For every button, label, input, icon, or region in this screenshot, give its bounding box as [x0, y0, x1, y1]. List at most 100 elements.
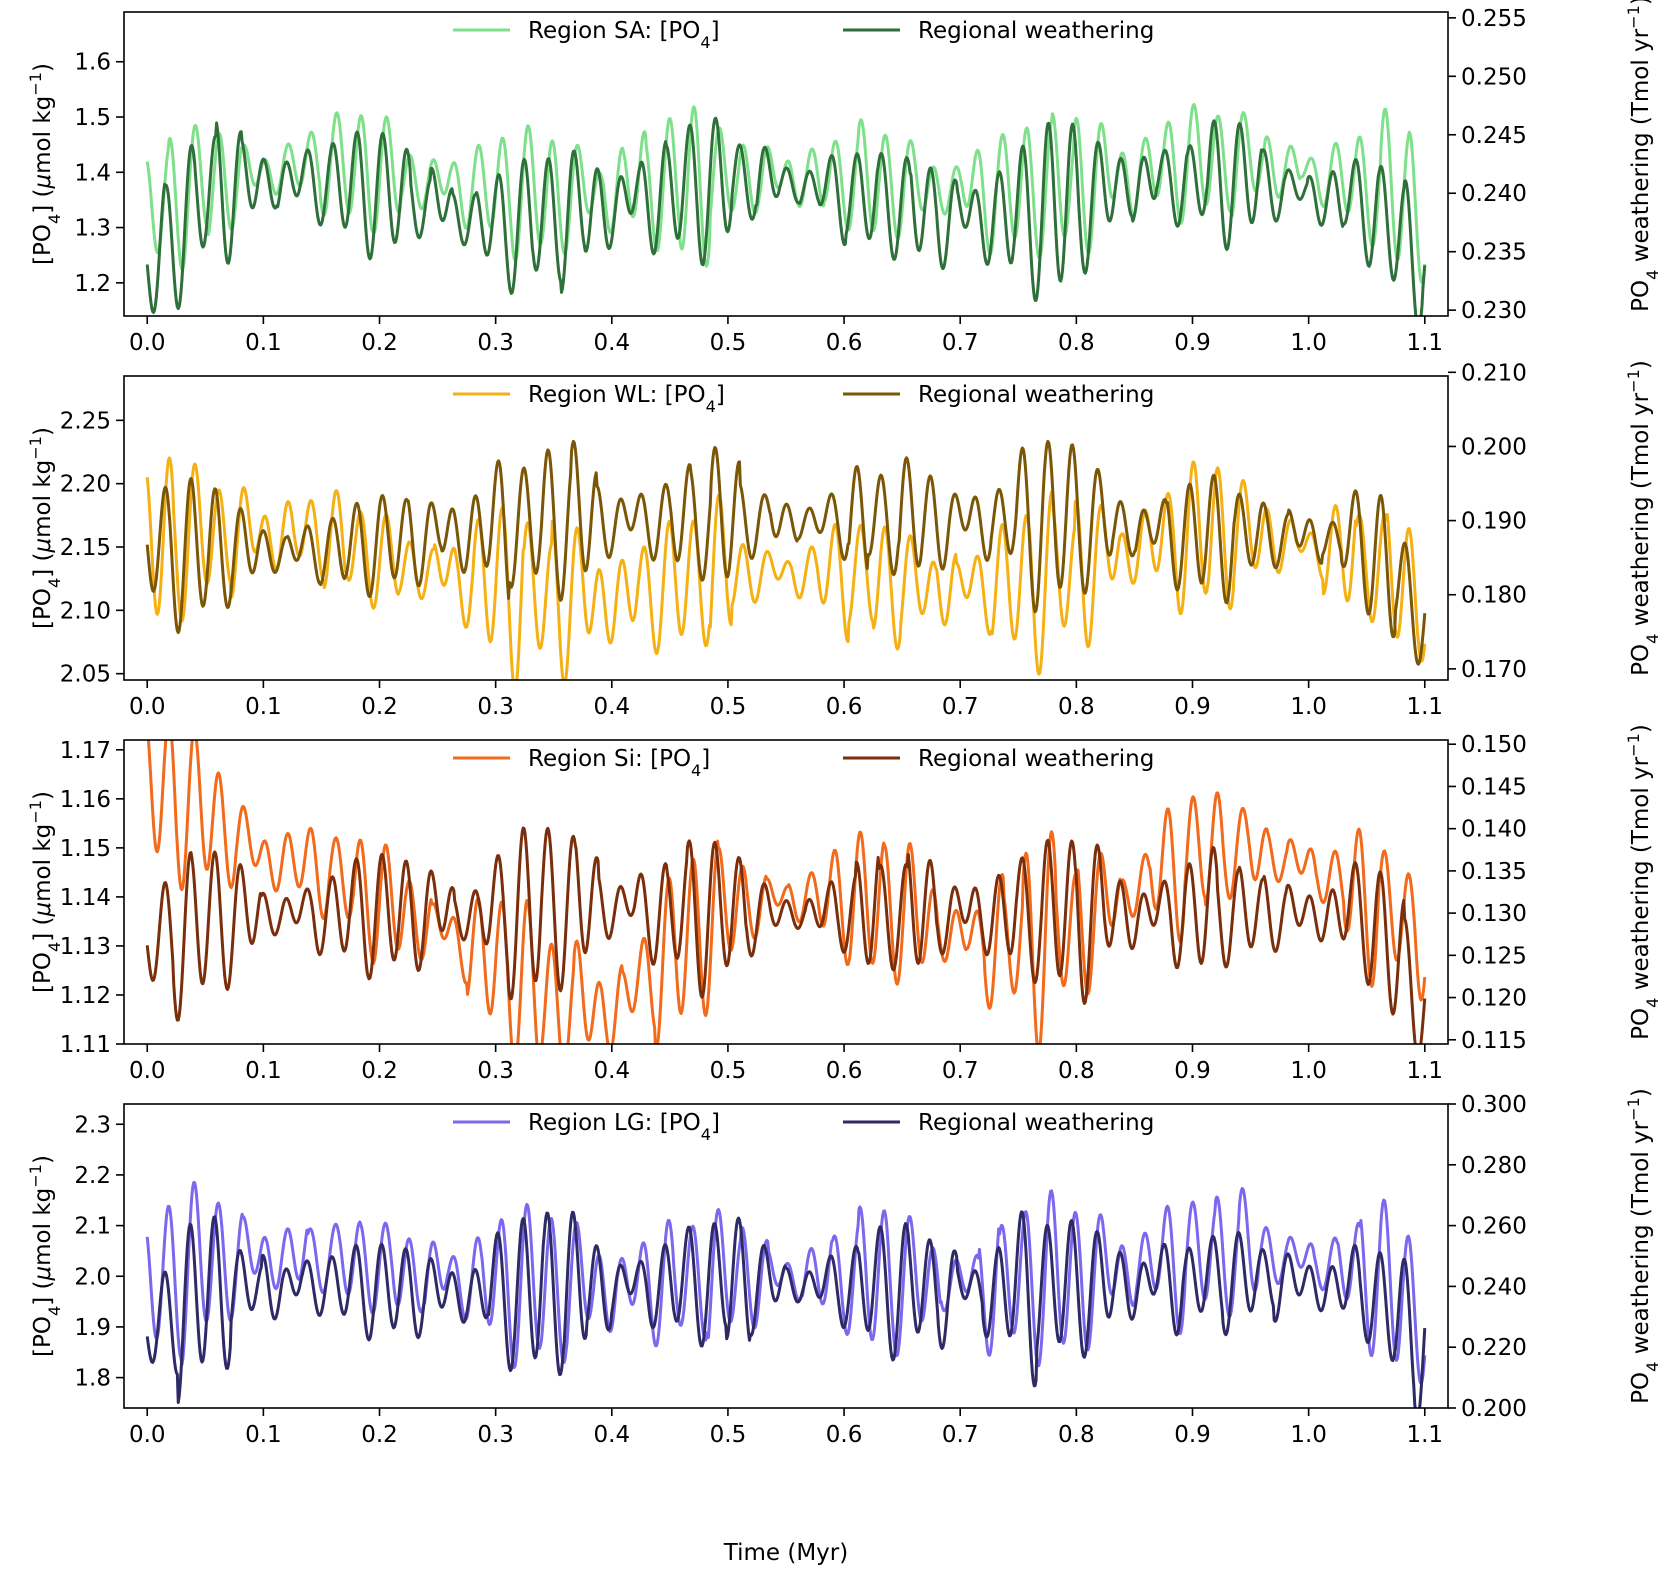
x-tick-label: 0.6	[826, 1058, 863, 1084]
left-y-tick-label: 1.14	[60, 885, 111, 911]
left-y-tick-label: 2.1	[74, 1214, 111, 1240]
right-y-tick-label: 0.260	[1461, 1214, 1527, 1240]
x-tick-label: 0.3	[477, 694, 514, 720]
legend-label-weathering: Regional weathering	[918, 1110, 1154, 1136]
x-tick-label: 0.1	[245, 1058, 282, 1084]
right-y-tick-label: 0.200	[1461, 1396, 1527, 1422]
x-tick-label: 0.3	[477, 1058, 514, 1084]
series-line-Si-po4	[146, 740, 1427, 1044]
x-tick-label: 1.0	[1290, 330, 1327, 356]
right-y-axis-label: PO4 weathering (Tmol yr−1)	[1624, 1088, 1661, 1404]
series-line-SA-weathering	[145, 116, 1427, 316]
left-y-tick-label: 1.6	[74, 50, 111, 76]
x-tick-label: 0.5	[710, 330, 747, 356]
series-line-SA-po4	[145, 103, 1427, 284]
x-tick-label: 0.7	[942, 694, 979, 720]
x-tick-label: 0.1	[245, 1422, 282, 1448]
x-tick-label: 0.4	[594, 694, 631, 720]
x-tick-label: 0.6	[826, 694, 863, 720]
x-tick-label: 0.5	[710, 1422, 747, 1448]
x-axis-label: Time (Myr)	[723, 1540, 848, 1566]
right-y-tick-label: 0.145	[1461, 774, 1527, 800]
right-y-axis-label: PO4 weathering (Tmol yr−1)	[1624, 0, 1661, 312]
x-tick-label: 0.2	[361, 1422, 398, 1448]
x-tick-label: 1.0	[1290, 694, 1327, 720]
right-y-tick-label: 0.125	[1461, 943, 1527, 969]
left-y-axis-label: [PO4] (μmol kg−1)	[26, 791, 64, 993]
right-y-tick-label: 0.200	[1461, 434, 1527, 460]
plot-frame-Si	[123, 739, 1449, 1045]
left-y-tick-label: 2.10	[60, 598, 111, 624]
x-tick-label: 1.1	[1406, 1422, 1443, 1448]
legend-label-po4: Region LG: [PO4]	[528, 1110, 720, 1144]
series-line-WL-po4	[145, 456, 1427, 680]
panel-WL: 0.0 0.1 0.2 0.3 0.4 0.5 0.6 0.7 0.8 0.9 1.0 1.1 2.05…	[26, 360, 1661, 720]
x-tick-label: 1.0	[1290, 1422, 1327, 1448]
right-y-tick-label: 0.150	[1461, 732, 1527, 758]
x-tick-label: 0.7	[942, 1058, 979, 1084]
legend-label-weathering: Regional weathering	[918, 18, 1154, 44]
x-tick-label: 0.6	[826, 1422, 863, 1448]
x-tick-label: 0.9	[1174, 1422, 1211, 1448]
left-y-tick-label: 2.0	[74, 1264, 111, 1290]
series-line-Si-weathering	[145, 826, 1427, 1044]
left-y-tick-label: 1.17	[60, 738, 111, 764]
left-y-tick-label: 1.4	[74, 160, 111, 186]
right-y-tick-label: 0.240	[1461, 181, 1527, 207]
right-y-tick-label: 0.130	[1461, 901, 1527, 927]
x-tick-label: 0.0	[129, 1422, 166, 1448]
left-y-axis-label: [PO4] (μmol kg−1)	[26, 63, 64, 265]
x-tick-label: 0.7	[942, 1422, 979, 1448]
x-tick-label: 0.0	[129, 330, 166, 356]
right-y-tick-label: 0.115	[1461, 1028, 1527, 1054]
x-tick-label: 0.2	[361, 330, 398, 356]
x-tick-label: 0.4	[594, 1422, 631, 1448]
x-tick-label: 0.8	[1058, 1422, 1095, 1448]
right-y-tick-label: 0.250	[1461, 64, 1527, 90]
left-y-axis-label: [PO4] (μmol kg−1)	[26, 1155, 64, 1357]
legend-label-po4: Region WL: [PO4]	[528, 382, 725, 416]
left-y-tick-label: 1.8	[74, 1366, 111, 1392]
plot-frame-SA	[123, 11, 1449, 317]
left-y-tick-label: 1.5	[74, 105, 111, 131]
x-tick-label: 0.8	[1058, 1058, 1095, 1084]
left-y-tick-label: 1.12	[60, 983, 111, 1009]
right-y-tick-label: 0.245	[1461, 123, 1527, 149]
left-y-axis-label: [PO4] (μmol kg−1)	[26, 427, 64, 629]
right-y-tick-label: 0.255	[1461, 6, 1527, 32]
left-y-tick-label: 1.3	[74, 216, 111, 242]
right-y-axis-label: PO4 weathering (Tmol yr−1)	[1624, 724, 1661, 1040]
left-y-tick-label: 1.2	[74, 271, 111, 297]
left-y-tick-label: 1.9	[74, 1315, 111, 1341]
plot-frame-WL	[123, 375, 1449, 681]
right-y-tick-label: 0.210	[1461, 360, 1527, 386]
x-tick-label: 0.3	[477, 1422, 514, 1448]
right-y-tick-label: 0.230	[1461, 298, 1527, 324]
panel-LG: 0.0 0.1 0.2 0.3 0.4 0.5 0.6 0.7 0.8 0.9 1.0 1.1 1.8 1…	[26, 1088, 1661, 1448]
legend-label-po4: Region Si: [PO4]	[528, 746, 710, 780]
right-y-tick-label: 0.280	[1461, 1153, 1527, 1179]
x-tick-label: 0.1	[245, 330, 282, 356]
x-tick-label: 0.8	[1058, 694, 1095, 720]
x-tick-label: 0.0	[129, 1058, 166, 1084]
right-y-tick-label: 0.180	[1461, 583, 1527, 609]
legend-label-po4: Region SA: [PO4]	[528, 18, 720, 52]
right-y-tick-label: 0.235	[1461, 240, 1527, 266]
panel-Si: 0.0 0.1 0.2 0.3 0.4 0.5 0.6 0.7 0.8 0.9 1.0 1.1 1.11…	[26, 724, 1661, 1084]
x-tick-label: 1.1	[1406, 330, 1443, 356]
x-tick-label: 1.1	[1406, 1058, 1443, 1084]
x-tick-label: 0.6	[826, 330, 863, 356]
x-tick-label: 1.0	[1290, 1058, 1327, 1084]
legend-label-weathering: Regional weathering	[918, 382, 1154, 408]
right-y-tick-label: 0.220	[1461, 1335, 1527, 1361]
left-y-tick-label: 1.16	[60, 787, 111, 813]
right-y-tick-label: 0.135	[1461, 859, 1527, 885]
x-tick-label: 0.3	[477, 330, 514, 356]
x-tick-label: 0.8	[1058, 330, 1095, 356]
x-tick-label: 0.2	[361, 694, 398, 720]
x-tick-label: 1.1	[1406, 694, 1443, 720]
x-tick-label: 0.9	[1174, 694, 1211, 720]
x-tick-label: 0.4	[594, 1058, 631, 1084]
x-tick-label: 0.5	[710, 694, 747, 720]
